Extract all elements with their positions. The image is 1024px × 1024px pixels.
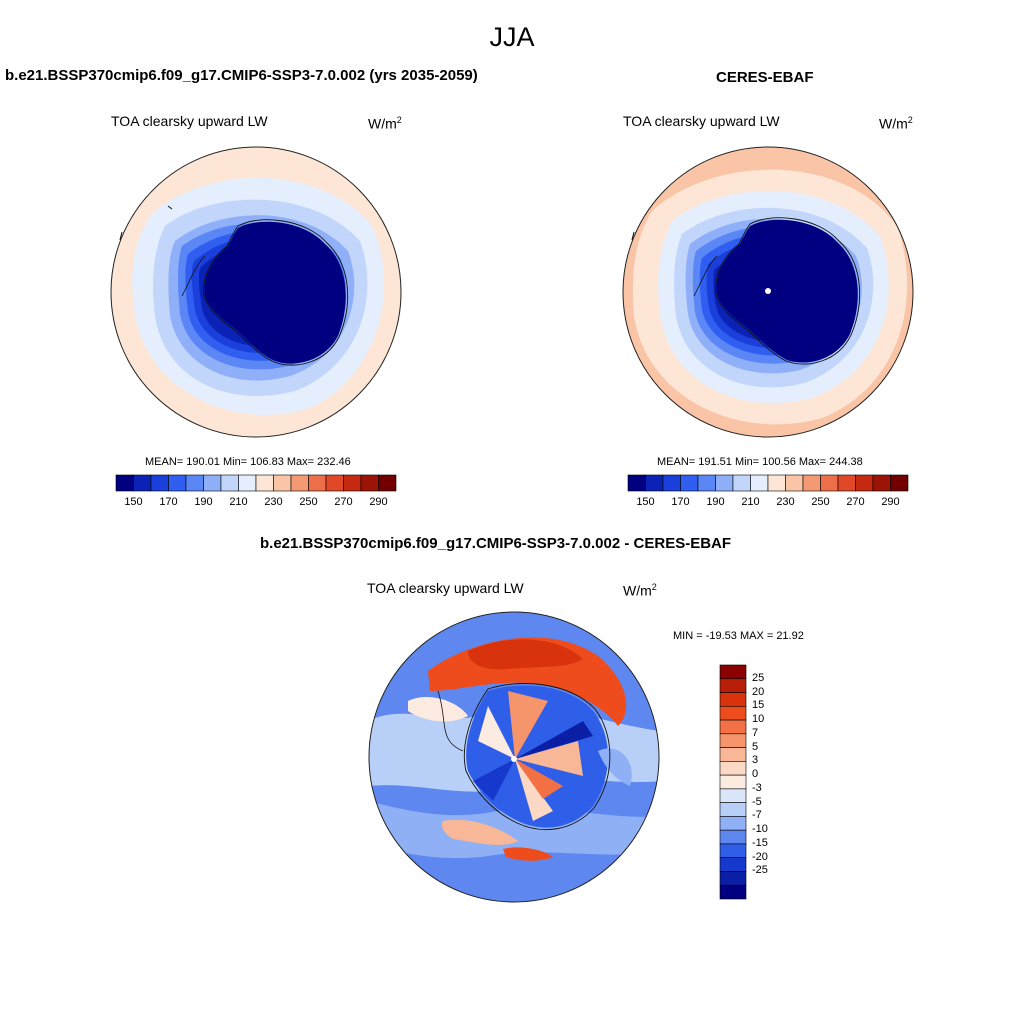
- colorbar-tick-label: -25: [752, 864, 768, 877]
- panel-right-field: TOA clearsky upward LW: [623, 113, 780, 129]
- left-polar-map: [110, 146, 402, 438]
- colorbar-tick-label: 210: [229, 496, 248, 508]
- colorbar-tick-label: 250: [811, 496, 830, 508]
- panel-right-units: W/m2: [879, 115, 913, 132]
- colorbar-tick-label: -20: [752, 850, 768, 863]
- colorbar-tick-label: 5: [752, 740, 759, 753]
- diff-panel-units: W/m2: [623, 582, 657, 599]
- colorbar-swatch: [680, 474, 699, 492]
- colorbar-swatch: [719, 802, 747, 817]
- colorbar-swatch: [719, 733, 747, 748]
- colorbar-tick-label: 3: [752, 754, 759, 767]
- colorbar-tick-label: 10: [752, 713, 765, 726]
- colorbar-swatch: [719, 664, 747, 680]
- colorbar-swatch: [719, 884, 747, 900]
- colorbar-swatch: [890, 474, 909, 492]
- colorbar-tick-label: -3: [752, 781, 762, 794]
- colorbar-swatch: [697, 474, 716, 492]
- colorbar-swatch: [719, 843, 747, 859]
- colorbar-swatch: [255, 474, 274, 492]
- colorbar-tick-label: 150: [636, 496, 655, 508]
- colorbar-swatch: [719, 747, 747, 762]
- diff-panel-stats: MIN = -19.53 MAX = 21.92: [673, 630, 804, 642]
- colorbar-tick-label: 170: [159, 496, 178, 508]
- colorbar-swatch: [719, 705, 747, 721]
- colorbar-tick-label: 230: [776, 496, 795, 508]
- colorbar-tick-label: 270: [334, 496, 353, 508]
- colorbar-swatch: [820, 474, 839, 492]
- colorbar-swatch: [662, 474, 681, 492]
- colorbar-tick-label: 190: [194, 496, 213, 508]
- colorbar-swatch: [378, 474, 397, 492]
- colorbar-tick-label: 20: [752, 685, 765, 698]
- colorbar-tick-label: -10: [752, 823, 768, 836]
- colorbar-swatch: [750, 474, 769, 492]
- colorbar-tick-label: 230: [264, 496, 283, 508]
- colorbar-swatch: [133, 474, 152, 492]
- colorbar-swatch: [115, 474, 134, 492]
- colorbar-swatch: [719, 774, 747, 790]
- colorbar-tick-label: 25: [752, 671, 765, 684]
- diff-polar-map: [368, 611, 660, 903]
- colorbar-swatch: [855, 474, 874, 492]
- colorbar-swatch: [273, 474, 292, 492]
- colorbar-tick-label: 290: [369, 496, 388, 508]
- panel-right-title: CERES-EBAF: [716, 69, 814, 86]
- diff-panel-title: b.e21.BSSP370cmip6.f09_g17.CMIP6-SSP3-7.…: [260, 535, 732, 552]
- panel-left-title: b.e21.BSSP370cmip6.f09_g17.CMIP6-SSP3-7.…: [5, 67, 478, 84]
- colorbar-diff: [719, 664, 747, 900]
- panel-right-stats: MEAN= 191.51 Min= 100.56 Max= 244.38: [657, 456, 863, 468]
- colorbar-swatch: [343, 474, 362, 492]
- colorbar-tick-label: 250: [299, 496, 318, 508]
- colorbar-tick-label: -15: [752, 836, 768, 849]
- colorbar-swatch: [203, 474, 222, 492]
- colorbar-tick-label: 270: [846, 496, 865, 508]
- colorbar-swatch: [719, 857, 747, 872]
- colorbar-swatch: [150, 474, 169, 492]
- colorbar-swatch: [627, 474, 646, 492]
- colorbar-tick-label: -7: [752, 809, 762, 822]
- colorbar-swatch: [715, 474, 734, 492]
- colorbar-tick-label: 170: [671, 496, 690, 508]
- colorbar-tick-label: 190: [706, 496, 725, 508]
- colorbar-swatch: [719, 678, 747, 693]
- colorbar-tick-label: 290: [881, 496, 900, 508]
- colorbar-swatch: [308, 474, 327, 492]
- colorbar-swatch: [645, 474, 664, 492]
- colorbar-swatch: [719, 829, 747, 845]
- colorbar-swatch: [719, 719, 747, 735]
- diff-panel-field: TOA clearsky upward LW: [367, 580, 524, 596]
- panel-left-field: TOA clearsky upward LW: [111, 113, 268, 129]
- colorbar-swatch: [732, 474, 751, 492]
- colorbar-tick-label: 210: [741, 496, 760, 508]
- colorbar-left: [115, 474, 397, 492]
- season-title: JJA: [489, 22, 535, 52]
- panel-left-stats: MEAN= 190.01 Min= 106.83 Max= 232.46: [145, 456, 351, 468]
- colorbar-swatch: [220, 474, 239, 492]
- colorbar-swatch: [719, 788, 747, 803]
- colorbar-tick-label: 7: [752, 726, 759, 739]
- colorbar-swatch: [290, 474, 309, 492]
- colorbar-swatch: [238, 474, 257, 492]
- right-polar-map: [622, 146, 914, 438]
- colorbar-swatch: [719, 692, 747, 707]
- colorbar-swatch: [719, 816, 747, 831]
- colorbar-swatch: [719, 871, 747, 886]
- colorbar-tick-label: 0: [752, 768, 759, 781]
- colorbar-tick-label: 15: [752, 699, 765, 712]
- colorbar-swatch: [785, 474, 804, 492]
- colorbar-swatch: [719, 761, 747, 776]
- colorbar-swatch: [360, 474, 379, 492]
- colorbar-tick-label: -5: [752, 795, 762, 808]
- colorbar-swatch: [325, 474, 344, 492]
- colorbar-swatch: [872, 474, 891, 492]
- colorbar-swatch: [168, 474, 187, 492]
- colorbar-swatch: [837, 474, 856, 492]
- colorbar-swatch: [185, 474, 204, 492]
- panel-left-units: W/m2: [368, 115, 402, 132]
- colorbar-tick-label: 150: [124, 496, 143, 508]
- colorbar-swatch: [802, 474, 821, 492]
- colorbar-swatch: [767, 474, 786, 492]
- colorbar-right: [627, 474, 909, 492]
